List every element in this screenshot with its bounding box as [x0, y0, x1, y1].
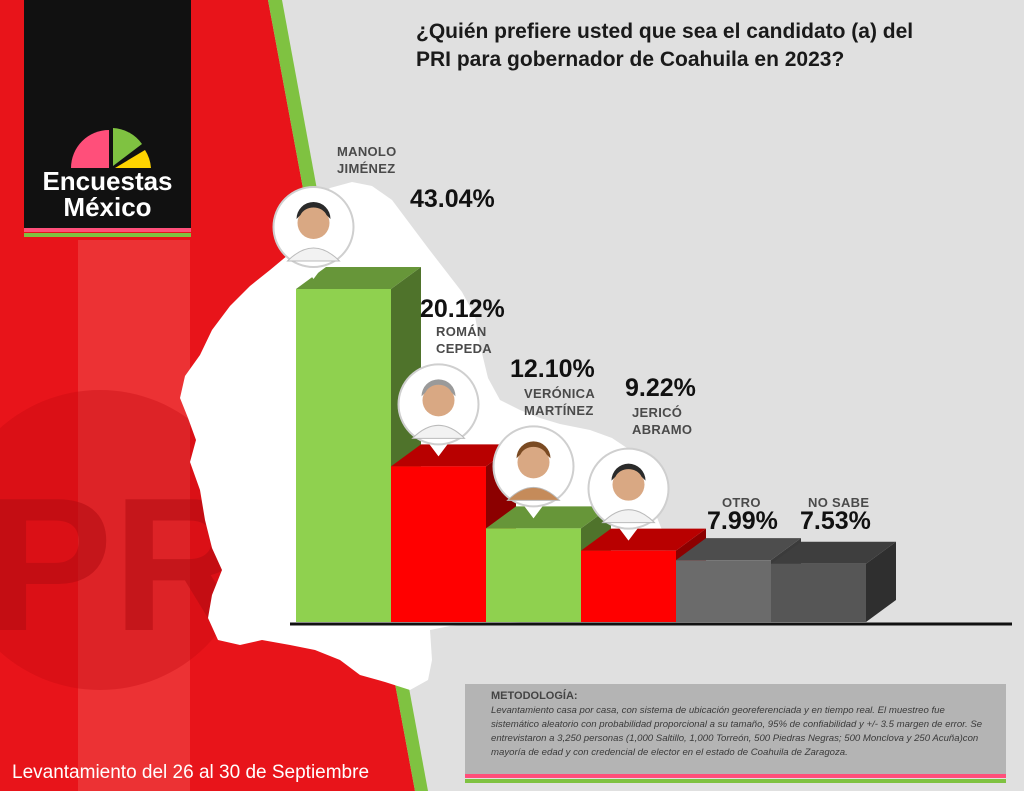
logo-pie-icon [71, 128, 151, 168]
bar-top-4 [581, 528, 706, 551]
bar-1 [296, 289, 391, 622]
candidate-body-icon-1 [286, 247, 341, 262]
logo-line1: Encuestas [42, 166, 173, 196]
candidate-name-1: MANOLO JIMÉNEZ [337, 143, 397, 177]
logo-stripes [24, 228, 191, 242]
methodology-stripes [465, 774, 1006, 786]
bar-top-6 [771, 541, 896, 564]
data-label-5: 7.99% [707, 507, 778, 535]
candidate-1-last: JIMÉNEZ [337, 161, 396, 176]
title-line2: PRI para gobernador de Coahuila en 2023? [416, 48, 845, 71]
watermark-circle [0, 390, 250, 690]
logo-line2: México [63, 192, 152, 222]
bar-3 [486, 528, 581, 622]
candidate-name-2: ROMÁN CEPEDA [436, 323, 492, 357]
photo-markers-group [272, 186, 670, 541]
bar-top-5 [676, 538, 801, 561]
bar-top-2 [391, 444, 516, 467]
bar-4 [581, 550, 676, 622]
data-label-3: 12.10% [510, 355, 595, 383]
candidate-2-first: ROMÁN [436, 324, 487, 339]
bar-2 [391, 466, 486, 622]
candidate-name-6: NO SABE [808, 495, 870, 510]
candidate-face-icon-3 [517, 446, 550, 479]
candidate-hair-icon-2 [421, 379, 456, 397]
candidate-4-first: JERICÓ [632, 405, 683, 420]
candidate-body-icon-2 [411, 424, 466, 439]
candidate-body-icon-4 [601, 509, 656, 524]
candidate-name-3: VERÓNICA MARTÍNEZ [524, 385, 595, 419]
methodology-title: METODOLOGÍA: [491, 690, 578, 702]
candidate-body-icon-3 [506, 487, 561, 501]
data-label-4: 9.22% [625, 374, 696, 402]
bar-top-3 [486, 506, 611, 529]
candidate-3-last: MARTÍNEZ [524, 403, 594, 418]
candidate-4-last: ABRAMO [632, 422, 693, 437]
candidate-3-first: VERÓNICA [524, 386, 596, 401]
candidate-1-first: MANOLO [337, 144, 397, 159]
data-label-2: 20.12% [420, 295, 505, 323]
bars-group [296, 267, 896, 622]
methodology-text: Levantamiento casa por casa, con sistema… [491, 705, 983, 758]
candidate-hair-icon-3 [516, 441, 551, 459]
bar-top-1 [296, 267, 421, 289]
candidate-hair-icon-4 [611, 463, 646, 481]
data-label-6: 7.53% [800, 507, 871, 535]
chart-title: ¿Quién prefiere usted que sea el candida… [416, 18, 976, 74]
bar-side-6 [866, 541, 896, 622]
logo: Encuestas México [24, 0, 191, 228]
title-line1: ¿Quién prefiere usted que sea el candida… [416, 20, 914, 43]
footer-date: Levantamiento del 26 al 30 de Septiembre [12, 762, 370, 783]
candidate-hair-icon-1 [296, 202, 331, 219]
candidate-face-icon-4 [612, 468, 645, 501]
light-red-band [78, 240, 190, 791]
candidate-face-icon-2 [422, 384, 455, 417]
methodology-box: METODOLOGÍA: Levantamiento casa por casa… [465, 684, 1006, 776]
bar-5 [676, 560, 771, 622]
bar-6 [771, 563, 866, 622]
candidate-face-icon-1 [297, 207, 330, 239]
data-label-1: 43.04% [410, 185, 495, 213]
candidate-name-5: OTRO [722, 495, 761, 510]
candidate-2-last: CEPEDA [436, 341, 492, 356]
candidate-name-4: JERICÓ ABRAMO [632, 404, 692, 438]
